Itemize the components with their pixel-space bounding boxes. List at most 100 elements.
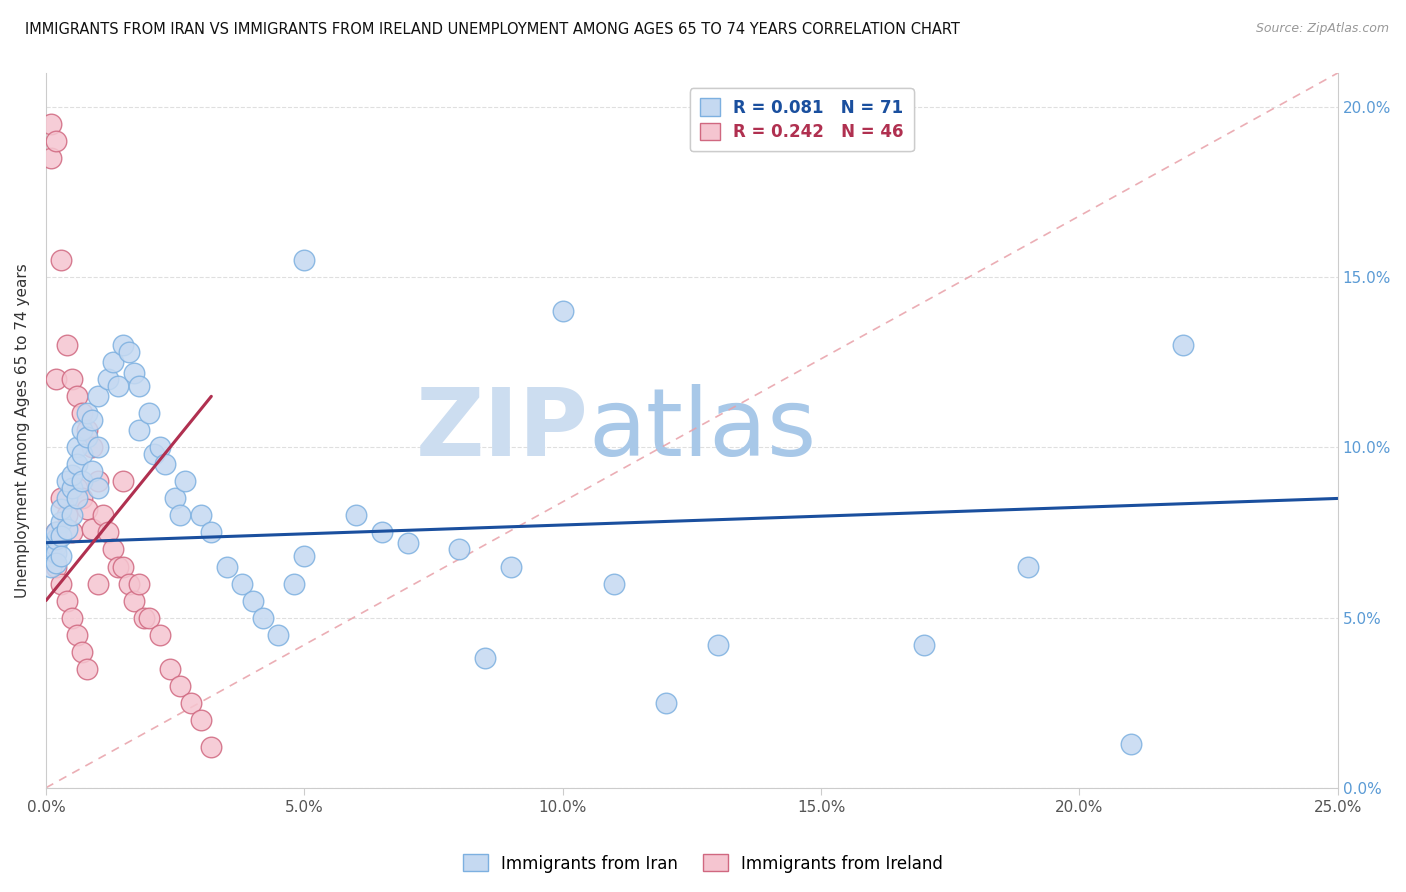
Legend: R = 0.081   N = 71, R = 0.242   N = 46: R = 0.081 N = 71, R = 0.242 N = 46 [690,88,914,152]
Point [449,542,471,557]
Point [112,338,135,352]
Point [39,117,62,131]
Point [66,458,89,472]
Point [128,423,150,437]
Point [86,389,108,403]
Point [200,525,222,540]
Point [122,593,145,607]
Point [551,304,574,318]
Point [912,638,935,652]
Point [39,151,62,165]
Point [252,610,274,624]
Point [1171,338,1194,352]
Point [200,739,222,754]
Point [39,559,62,574]
Point [51,529,73,543]
Point [292,253,315,268]
Point [39,542,62,557]
Point [66,627,89,641]
Point [149,627,172,641]
Point [112,559,135,574]
Point [70,645,93,659]
Point [169,679,191,693]
Point [82,464,104,478]
Point [70,447,93,461]
Point [76,430,98,444]
Point [45,533,67,547]
Point [45,546,67,560]
Point [267,627,290,641]
Point [97,525,120,540]
Point [76,406,98,420]
Point [344,508,367,523]
Point [101,542,124,557]
Point [51,253,73,268]
Point [180,696,202,710]
Point [55,522,77,536]
Point [174,475,197,489]
Point [107,559,129,574]
Point [112,475,135,489]
Text: ZIP: ZIP [416,384,589,476]
Point [159,662,181,676]
Point [66,481,89,495]
Point [128,379,150,393]
Point [82,441,104,455]
Point [55,338,77,352]
Point [706,638,728,652]
Legend: Immigrants from Iran, Immigrants from Ireland: Immigrants from Iran, Immigrants from Ir… [456,847,950,880]
Point [474,651,496,665]
Point [51,576,73,591]
Point [138,406,160,420]
Point [134,610,156,624]
Point [371,525,394,540]
Point [66,389,89,403]
Point [117,576,139,591]
Point [51,549,73,564]
Point [86,475,108,489]
Point [499,559,522,574]
Point [45,559,67,574]
Point [45,525,67,540]
Point [60,481,83,495]
Point [45,539,67,553]
Point [86,481,108,495]
Text: atlas: atlas [589,384,817,476]
Point [55,475,77,489]
Point [60,508,83,523]
Point [101,355,124,369]
Point [60,372,83,386]
Point [97,372,120,386]
Point [70,423,93,437]
Point [45,134,67,148]
Point [190,713,212,727]
Y-axis label: Unemployment Among Ages 65 to 74 years: Unemployment Among Ages 65 to 74 years [15,263,30,598]
Point [55,508,77,523]
Point [60,610,83,624]
Point [149,441,172,455]
Point [55,491,77,506]
Point [91,508,114,523]
Point [39,549,62,564]
Point [55,593,77,607]
Point [242,593,264,607]
Point [51,516,73,530]
Point [603,576,626,591]
Point [283,576,305,591]
Point [66,491,89,506]
Point [1119,737,1142,751]
Point [82,522,104,536]
Point [51,501,73,516]
Point [190,508,212,523]
Point [655,696,678,710]
Point [143,447,166,461]
Point [165,491,187,506]
Point [107,379,129,393]
Point [231,576,253,591]
Point [86,441,108,455]
Point [292,549,315,564]
Point [82,413,104,427]
Point [39,535,62,549]
Point [153,458,176,472]
Point [60,525,83,540]
